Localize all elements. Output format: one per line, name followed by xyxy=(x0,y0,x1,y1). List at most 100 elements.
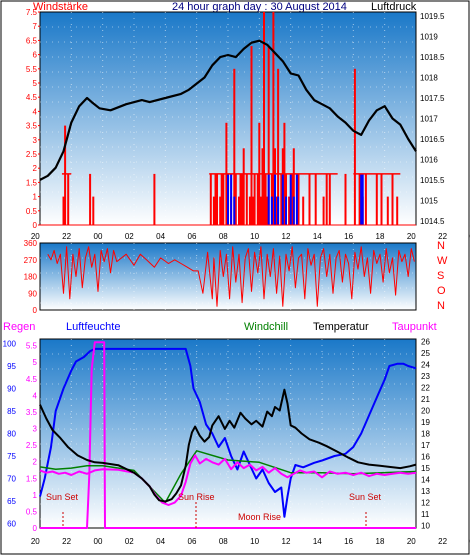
rain-tick-label: 3 xyxy=(33,425,38,434)
rain-tick-label: 1.5 xyxy=(26,474,38,483)
rain-line xyxy=(40,341,416,529)
humidity-tick-label: 100 xyxy=(3,340,17,349)
wind-bar xyxy=(216,173,218,225)
wind-bar xyxy=(62,196,65,225)
temperature-tick-label: 16 xyxy=(421,453,430,462)
x-axis-ticks-top: 202200020406081012141618202200 xyxy=(31,232,470,241)
compass-label: O xyxy=(437,285,446,297)
header-title: 24 hour graph day : 30 August 2014 xyxy=(172,1,347,13)
wind-bar xyxy=(308,173,311,225)
wind-bar xyxy=(325,173,328,225)
x-tick-label-bottom: 22 xyxy=(438,537,447,546)
humidity-tick-label: 60 xyxy=(7,520,16,529)
gust-bar xyxy=(281,173,284,225)
temperature-tick-label: 19 xyxy=(421,418,430,427)
wind-bar xyxy=(386,196,389,225)
x-tick-label-bottom: 20 xyxy=(407,537,416,546)
x-tick-label-top: 20 xyxy=(407,232,416,241)
gust-bar xyxy=(227,173,229,225)
wind-bar xyxy=(328,173,331,225)
pressure-line-group xyxy=(39,39,417,181)
wind-bar xyxy=(252,196,255,225)
x-tick-label-bottom: 04 xyxy=(156,537,165,546)
wind-tick-label: 3 xyxy=(33,136,38,145)
wind-bar xyxy=(261,148,264,225)
x-tick-label-top: 00 xyxy=(94,232,103,241)
gust-bar xyxy=(361,173,364,225)
wind-direction-line xyxy=(47,246,415,307)
legend-rain: Regen xyxy=(3,321,35,333)
humidity-tick-label: 95 xyxy=(7,362,16,371)
x-tick-label-top: 04 xyxy=(156,232,165,241)
wind-tick-label: 6.5 xyxy=(26,36,38,45)
wind-bar xyxy=(292,148,295,225)
temperature-tick-label: 10 xyxy=(421,522,430,531)
temperature-axis-ticks: 10 11 12 13 14 15 16 17 18 19 20 21 22 23 24 25 26 xyxy=(421,337,430,530)
wind-bar xyxy=(92,196,95,225)
humidity-tick-label: 90 xyxy=(7,385,16,394)
wind-bar xyxy=(264,173,267,225)
temperature-tick-label: 21 xyxy=(421,395,430,404)
annotation-sunrise: Sun Rise xyxy=(178,492,215,502)
wind-bar xyxy=(222,173,225,225)
pressure-tick-label: 1018 xyxy=(420,74,438,83)
compass-label: W xyxy=(437,255,448,267)
wind-tick-label: 7.5 xyxy=(26,8,38,17)
wind-tick-label: 4.5 xyxy=(26,93,38,102)
wind-tick-label: 6 xyxy=(33,51,38,60)
wind-bar xyxy=(272,12,275,225)
temperature-tick-label: 26 xyxy=(421,337,430,346)
wind-bar xyxy=(209,173,212,225)
wind-bar xyxy=(233,68,236,225)
humidity-axis-ticks: 60 65 70 75 80 85 90 95 100 xyxy=(3,340,17,529)
x-tick-label-top: 16 xyxy=(344,232,353,241)
temperature-tick-label: 13 xyxy=(421,487,430,496)
rain-tick-label: 4.5 xyxy=(26,375,38,384)
wind-axis-ticks: 0 0.5 1 1.5 2 2.5 3 3.5 4 4.5 5 5.5 6 6.5 7 7.5 xyxy=(26,8,40,230)
wind-bar xyxy=(358,173,361,225)
humidity-tick-label: 65 xyxy=(7,497,16,506)
pressure-tick-label: 1019.5 xyxy=(420,12,445,21)
wind-tick-label: 2.5 xyxy=(26,150,38,159)
direction-tick-label: 360 xyxy=(24,239,38,248)
x-tick-label-top: 08 xyxy=(219,232,228,241)
wind-bar xyxy=(353,68,356,225)
x-tick-label-top: 06 xyxy=(188,232,197,241)
header-right-label: Luftdruck xyxy=(371,1,417,13)
wind-bar xyxy=(297,173,300,225)
pressure-tick-label: 1017 xyxy=(420,115,438,124)
x-axis-ticks-bottom: 202200020406081012141618202200 xyxy=(31,537,470,546)
compass-label: N xyxy=(437,300,445,312)
wind-bar xyxy=(263,12,265,225)
wind-tick-label: 2 xyxy=(33,164,38,173)
wind-tick-label: 3.5 xyxy=(26,122,38,131)
wind-bar xyxy=(219,196,222,225)
compass-label: N xyxy=(437,240,445,252)
rain-tick-label: 4 xyxy=(33,391,38,400)
wind-bar xyxy=(322,196,325,225)
wind-tick-label: 1 xyxy=(33,193,38,202)
direction-tick-label: 270 xyxy=(24,256,38,265)
dewpoint-line xyxy=(39,454,417,506)
gust-bar xyxy=(233,196,236,225)
wind-bar xyxy=(253,173,256,225)
wind-bar xyxy=(396,196,399,225)
legend-humidity: Luftfeuchte xyxy=(66,321,120,333)
rain-tick-label: 2.5 xyxy=(26,441,38,450)
x-tick-label-bottom: 20 xyxy=(31,537,40,546)
pressure-axis-ticks: 1014.5 1015 1015.5 1016 1016.5 1017 1017.5 1018… xyxy=(420,12,445,226)
gust-bar xyxy=(360,173,363,225)
wind-bar xyxy=(153,173,156,225)
temperature-tick-label: 15 xyxy=(421,464,430,473)
wind-bar xyxy=(266,196,269,225)
x-tick-label-bottom: 16 xyxy=(344,537,353,546)
wind-bar xyxy=(288,196,291,225)
wind-bar xyxy=(277,68,280,225)
rain-axis-ticks: 0 0.5 1 1.5 2 2.5 3 3.5 4 4.5 5 5.5 xyxy=(26,342,38,533)
wind-tick-label: 0 xyxy=(33,221,38,230)
wind-bar xyxy=(64,125,67,225)
x-tick-label-top: 22 xyxy=(438,232,447,241)
legend-dewpoint: Taupunkt xyxy=(392,321,437,333)
wind-tick-label: 4 xyxy=(33,107,38,116)
